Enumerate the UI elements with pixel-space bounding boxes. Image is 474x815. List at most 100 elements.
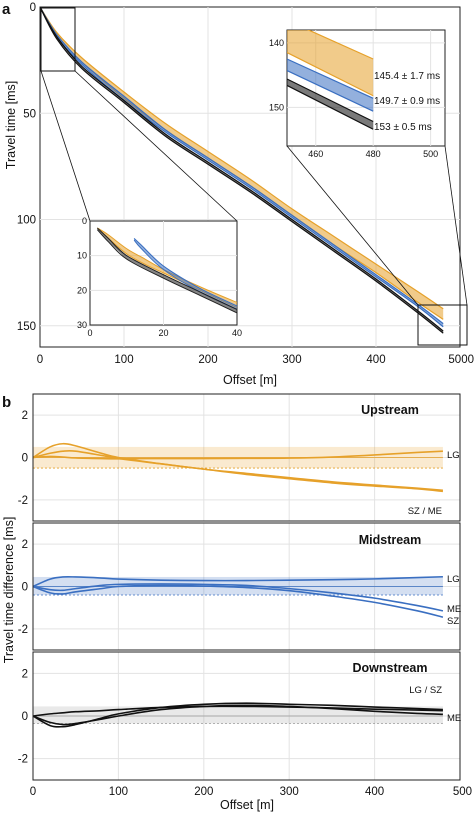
x-tick-label: 100 bbox=[109, 786, 128, 798]
panel-a-yticks: 0 50 100 150 bbox=[17, 2, 36, 333]
zoom-connector bbox=[74, 70, 238, 222]
panel-b-ylabel: Travel time difference [ms] bbox=[2, 517, 16, 664]
series-band bbox=[287, 30, 374, 96]
series-band bbox=[40, 7, 444, 334]
series-band bbox=[287, 78, 374, 130]
y-tick-label: -2 bbox=[18, 754, 28, 766]
x-tick-label: 200 bbox=[194, 786, 213, 798]
y-tick-label: 0 bbox=[22, 582, 28, 594]
inset-y-tick: 10 bbox=[77, 251, 87, 261]
panel-a-frame bbox=[39, 6, 461, 348]
x-tick-label: 400 bbox=[366, 354, 385, 366]
series-line bbox=[40, 7, 444, 332]
inset-y-tick: 20 bbox=[77, 285, 87, 295]
inset-y-tick: 30 bbox=[77, 320, 87, 330]
subplot-title: Midstream bbox=[359, 533, 422, 547]
subplot-frame bbox=[32, 522, 461, 651]
series-line bbox=[97, 227, 237, 310]
panel-a-xticks: 0 100 200 300 400 5000 bbox=[37, 354, 474, 366]
series-line bbox=[133, 237, 237, 307]
series-line bbox=[97, 227, 237, 303]
subplot-upstream: -2 0 2 Upstream LG SZ / ME bbox=[18, 393, 461, 522]
series-label: ME bbox=[447, 604, 461, 615]
panel-b-xticks: 0 100 200 300 400 500 bbox=[30, 786, 472, 798]
difference-line bbox=[33, 583, 444, 612]
y-tick-label: 2 bbox=[22, 668, 28, 680]
panel-a-ylabel: Travel time [ms] bbox=[4, 81, 18, 169]
series-line bbox=[40, 7, 444, 334]
series-band bbox=[287, 59, 374, 112]
difference-line bbox=[33, 450, 443, 460]
y-tick-label: 50 bbox=[23, 108, 36, 120]
inset-small: 0 20 40 0 10 20 30 bbox=[77, 216, 242, 338]
y-tick-label: 0 bbox=[22, 711, 28, 723]
subplot-title: Downstream bbox=[352, 661, 427, 675]
subplot-frame bbox=[32, 393, 461, 522]
x-tick-label: 0 bbox=[30, 786, 36, 798]
series-line bbox=[40, 7, 444, 310]
inset-annotation-black: 153 ± 0.5 ms bbox=[374, 122, 432, 133]
x-tick-label: 5000 bbox=[448, 354, 474, 366]
y-tick-label: -2 bbox=[18, 624, 28, 636]
series-label: LG bbox=[447, 574, 460, 585]
panel-a-series bbox=[40, 7, 444, 334]
zoom-connector bbox=[286, 145, 419, 306]
zoom-connector bbox=[40, 70, 91, 222]
x-tick-label: 200 bbox=[198, 354, 217, 366]
series-line bbox=[287, 58, 374, 99]
difference-line bbox=[33, 584, 444, 618]
series-band bbox=[40, 7, 444, 320]
inset-y-tick: 150 bbox=[269, 102, 284, 112]
zoom-box-small bbox=[40, 7, 76, 72]
difference-line bbox=[33, 449, 444, 493]
panel-b-letter: b bbox=[2, 394, 11, 411]
y-tick-label: 2 bbox=[22, 410, 28, 422]
y-tick-label: 100 bbox=[17, 215, 36, 227]
series-band bbox=[134, 238, 237, 310]
inset-large: 460 480 500 140 150 145.4 ± 1.7 ms 149.7 ± 0… bbox=[269, 29, 446, 159]
series-band bbox=[40, 7, 444, 327]
series-line bbox=[287, 52, 374, 97]
zoom-connector bbox=[444, 145, 468, 306]
y-tick-label: 2 bbox=[22, 539, 28, 551]
y-tick-label: 150 bbox=[17, 321, 36, 333]
panel-a-letter: a bbox=[2, 1, 11, 18]
difference-line bbox=[33, 575, 443, 588]
inset-x-tick: 480 bbox=[366, 149, 381, 159]
inset-y-tick: 140 bbox=[269, 38, 284, 48]
difference-line bbox=[33, 704, 443, 726]
inset-x-tick: 0 bbox=[87, 328, 92, 338]
x-tick-label: 500 bbox=[453, 786, 472, 798]
series-line bbox=[40, 7, 444, 328]
subplot-downstream: -2 0 2 Downstream LG / SZ ME bbox=[18, 651, 461, 781]
series-line bbox=[40, 7, 444, 325]
y-tick-label: -2 bbox=[18, 495, 28, 507]
x-tick-label: 100 bbox=[114, 354, 133, 366]
series-label: LG / SZ bbox=[409, 685, 442, 696]
inset-annotation-orange: 145.4 ± 1.7 ms bbox=[374, 71, 440, 82]
x-tick-label: 0 bbox=[37, 354, 43, 366]
inset-annotation-blue: 149.7 ± 0.9 ms bbox=[374, 96, 440, 107]
series-label: LG bbox=[447, 450, 460, 461]
inset-x-tick: 20 bbox=[158, 328, 168, 338]
y-tick-label: 0 bbox=[22, 453, 28, 465]
series-label: SZ bbox=[447, 616, 459, 627]
inset-x-tick: 500 bbox=[423, 149, 438, 159]
subplot-frame bbox=[32, 651, 461, 781]
panel-b-xlabel: Offset [m] bbox=[220, 798, 274, 812]
zoom-box-large bbox=[417, 304, 468, 346]
series-line bbox=[287, 84, 374, 130]
x-tick-label: 300 bbox=[282, 354, 301, 366]
inset-y-tick: 0 bbox=[82, 216, 87, 226]
series-label: ME bbox=[447, 713, 461, 724]
series-line bbox=[287, 78, 374, 123]
series-label: SZ / ME bbox=[408, 506, 442, 517]
x-tick-label: 400 bbox=[365, 786, 384, 798]
y-tick-label: 0 bbox=[30, 2, 36, 14]
x-tick-label: 300 bbox=[280, 786, 299, 798]
inset-x-tick: 40 bbox=[232, 328, 242, 338]
series-line bbox=[96, 229, 237, 314]
